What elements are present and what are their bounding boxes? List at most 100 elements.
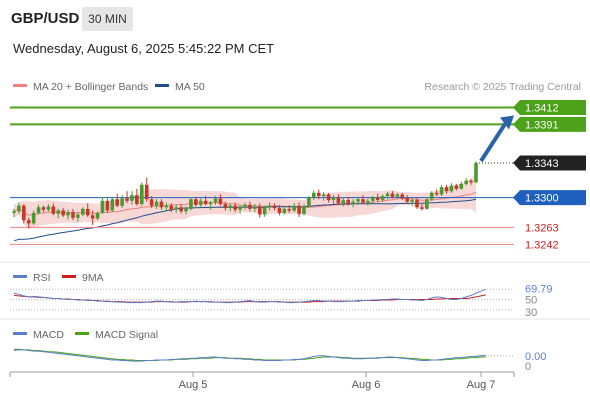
- candle-body: [139, 184, 144, 205]
- candle-body: [366, 200, 370, 203]
- rsi-value-label: 69.79: [525, 283, 553, 295]
- forecast-arrow-shaft: [479, 121, 508, 163]
- candle-body: [194, 199, 198, 205]
- candle-body: [449, 185, 454, 192]
- candle-body: [459, 183, 464, 189]
- candle-body: [341, 200, 346, 204]
- rsi-legend-label: 9MA: [82, 272, 104, 284]
- candle-body: [385, 193, 390, 197]
- candle-body: [164, 205, 169, 208]
- rsi-legend-swatch: [13, 275, 27, 278]
- candle-body: [361, 199, 365, 203]
- candle-body: [331, 197, 336, 201]
- candle-body: [17, 205, 21, 212]
- macd-legend-swatch: [13, 332, 27, 335]
- candle-body: [351, 201, 355, 205]
- macd-signal-line: [14, 348, 486, 361]
- candle-body: [218, 198, 223, 205]
- macd-zero-label: 0: [525, 361, 531, 373]
- candle-body: [95, 212, 100, 219]
- rsi-level-label: 50: [525, 295, 537, 307]
- rsi-legend-label: RSI: [33, 272, 51, 284]
- candle-body: [425, 199, 429, 209]
- candle-body: [115, 199, 120, 206]
- candle-body: [307, 197, 311, 207]
- macd-legend-label: MACD Signal: [95, 329, 158, 341]
- support-label: 1.3263: [525, 222, 559, 234]
- candle-body: [66, 212, 70, 216]
- candle-body: [61, 210, 65, 216]
- candle-body: [262, 207, 267, 215]
- candle-body: [130, 195, 134, 201]
- candle-body: [56, 210, 61, 214]
- candle-body: [238, 207, 242, 210]
- candle-body: [356, 199, 360, 202]
- candle-body: [51, 206, 56, 214]
- candle-body: [174, 207, 178, 210]
- candle-body: [90, 215, 95, 219]
- rsi-ma-line: [13, 294, 486, 303]
- resistance-label-bg: [513, 99, 586, 115]
- resistance-label: 1.3391: [525, 119, 559, 131]
- candle-body: [400, 194, 405, 199]
- x-tick-label: Aug 5: [179, 379, 208, 391]
- watermark: Research © 2025 Trading Central: [424, 81, 581, 93]
- legend-label: MA 20 + Bollinger Bands: [33, 81, 148, 93]
- candle-body: [189, 199, 193, 209]
- candle-body: [26, 220, 31, 224]
- legend-swatch: [13, 84, 27, 87]
- timeframe-badge[interactable]: 30 MIN: [82, 7, 133, 31]
- last-price-label-bg: [513, 155, 586, 171]
- rsi-legend-swatch: [62, 275, 76, 278]
- candle-body: [292, 205, 296, 211]
- forecast-arrow-head: [500, 115, 514, 130]
- candle-body: [326, 194, 331, 201]
- candle-body: [474, 163, 478, 183]
- candle-body: [169, 205, 174, 210]
- candle-body: [267, 205, 272, 208]
- candle-body: [312, 192, 316, 198]
- candle-body: [110, 199, 115, 211]
- last-price-label: 1.3343: [525, 158, 559, 170]
- candle-body: [22, 205, 26, 221]
- candle-body: [282, 208, 287, 213]
- candle-body: [120, 198, 124, 206]
- candle-body: [81, 208, 85, 215]
- macd-legend-label: MACD: [33, 329, 64, 341]
- pivot-label-bg: [513, 190, 586, 206]
- candle-body: [375, 197, 380, 201]
- candle-body: [434, 192, 439, 195]
- candle-body: [253, 206, 257, 209]
- candle-body: [223, 204, 228, 209]
- candle-body: [76, 214, 80, 218]
- candle-body: [105, 200, 110, 211]
- candle-body: [243, 204, 247, 208]
- x-tick-label: Aug 6: [352, 379, 381, 391]
- candle-body: [429, 192, 434, 200]
- candle-body: [144, 184, 149, 200]
- candle-body: [272, 205, 277, 209]
- candle-body: [257, 206, 262, 215]
- candle-body: [410, 200, 414, 202]
- candle-body: [12, 211, 16, 213]
- candle-body: [46, 206, 51, 210]
- candle-body: [31, 212, 36, 224]
- candle-body: [395, 194, 400, 197]
- pivot-label: 1.3300: [525, 193, 559, 205]
- support-label: 1.3242: [525, 239, 559, 251]
- candle-body: [454, 185, 459, 189]
- candle-body: [208, 202, 213, 205]
- candle-body: [469, 180, 473, 183]
- candle-body: [154, 201, 159, 206]
- resistance-label-bg: [513, 116, 586, 132]
- candle-body: [316, 192, 321, 197]
- candle-body: [233, 205, 237, 210]
- macd-value-label: 0.00: [525, 351, 546, 363]
- candle-body: [184, 208, 188, 212]
- candle-body: [100, 200, 105, 213]
- legend-swatch: [155, 84, 169, 87]
- candle-body: [336, 197, 341, 204]
- candle-body: [277, 208, 282, 213]
- candle-body: [405, 198, 409, 202]
